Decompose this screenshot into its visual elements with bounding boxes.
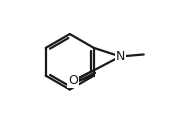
Text: N: N: [116, 50, 125, 63]
Text: O: O: [68, 74, 78, 87]
